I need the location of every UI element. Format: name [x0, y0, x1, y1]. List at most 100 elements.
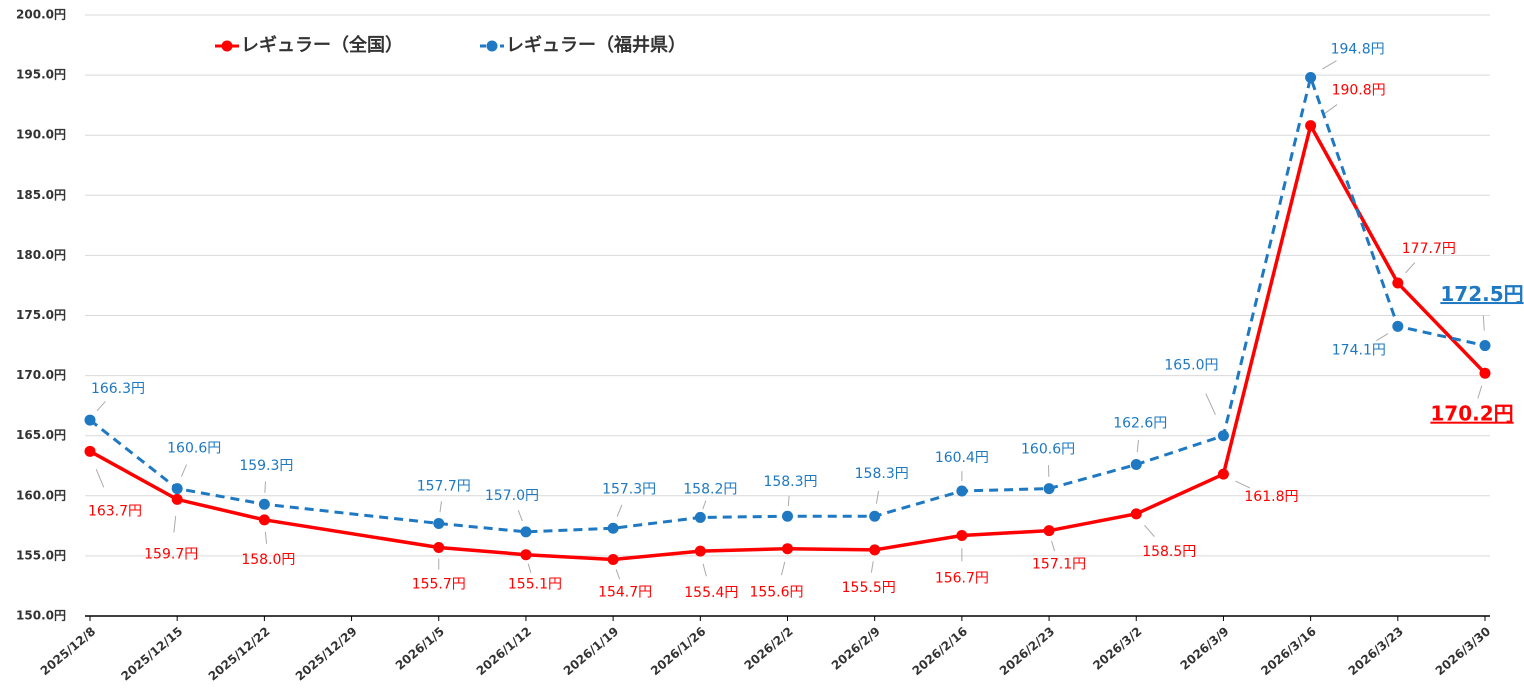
data-label: 166.3円 [91, 381, 145, 397]
data-label: 157.7円 [417, 478, 471, 494]
data-label: 160.4円 [935, 450, 989, 466]
data-label: 155.1円 [508, 577, 562, 593]
leader-line [615, 569, 621, 580]
data-point [694, 545, 706, 557]
y-tick-label: 200.0円 [16, 8, 66, 22]
data-label: 190.8円 [1332, 83, 1386, 99]
data-point [869, 510, 881, 522]
data-point [1043, 525, 1055, 537]
data-point [782, 510, 793, 522]
data-point [694, 511, 706, 523]
data-label: 174.1円 [1332, 342, 1386, 358]
leader-line [780, 561, 786, 576]
data-point [1392, 320, 1404, 332]
leader-line [1477, 385, 1483, 399]
data-label: 157.0円 [485, 488, 539, 504]
data-label: 157.3円 [602, 481, 656, 497]
data-point [1043, 483, 1055, 495]
data-point [1479, 340, 1491, 352]
leader-line [1405, 262, 1416, 274]
x-tick-label: 2026/2/23 [997, 624, 1057, 678]
data-label: 162.6円 [1113, 416, 1167, 432]
leader-line [173, 515, 177, 533]
data-point [1130, 459, 1142, 471]
y-tick-label: 180.0円 [16, 248, 66, 262]
leader-line [1205, 393, 1216, 415]
data-label: 155.6円 [749, 585, 803, 601]
leader-line [875, 490, 880, 504]
x-tick-label: 2026/3/9 [1178, 624, 1232, 673]
data-point [607, 554, 619, 566]
x-tick-label: 2026/1/26 [648, 624, 708, 678]
x-tick-label: 2025/12/15 [118, 624, 185, 683]
data-point [1392, 277, 1404, 289]
leader-line [439, 501, 442, 513]
data-label: 159.3円 [239, 458, 293, 474]
x-tick-label: 2025/12/8 [38, 624, 98, 678]
data-label: 155.7円 [412, 576, 466, 592]
leader-line [1136, 439, 1139, 453]
leader-line [264, 481, 266, 493]
data-label: 177.7円 [1402, 241, 1456, 257]
data-point [171, 493, 183, 505]
data-point [1479, 367, 1491, 379]
leader-line [95, 469, 105, 488]
series-line [89, 72, 1486, 534]
leader-line [616, 504, 623, 517]
data-point [1305, 120, 1317, 132]
leader-line [517, 510, 523, 522]
data-label: 158.5円 [1142, 544, 1196, 560]
legend-marker [221, 40, 233, 52]
data-label: 158.3円 [855, 466, 909, 482]
leader-line [1322, 60, 1337, 70]
x-tick-label: 2026/3/23 [1345, 624, 1405, 678]
data-label: 158.2円 [683, 481, 737, 497]
data-point [1130, 508, 1142, 520]
data-label: 155.4円 [684, 585, 738, 601]
x-tick-label: 2025/12/22 [206, 624, 273, 683]
data-point [258, 514, 270, 526]
data-label: 156.7円 [935, 570, 989, 586]
data-point [607, 522, 619, 534]
x-tick-label: 2026/3/30 [1433, 624, 1493, 678]
leader-line [1144, 524, 1155, 537]
data-label: 172.5円 [1440, 282, 1523, 306]
y-tick-label: 155.0円 [16, 548, 66, 562]
leader-line [96, 401, 106, 412]
data-point [520, 549, 532, 561]
data-label: 160.6円 [167, 441, 221, 457]
data-label: 155.5円 [842, 580, 896, 596]
y-tick-label: 185.0円 [16, 188, 66, 202]
leader-line [180, 464, 187, 477]
data-point [433, 541, 445, 553]
legend-marker [486, 40, 498, 52]
data-point [258, 498, 270, 510]
data-label: 157.1円 [1032, 557, 1086, 573]
x-tick-label: 2026/3/16 [1258, 624, 1318, 678]
data-label: 154.7円 [598, 585, 652, 601]
data-label: 159.7円 [144, 546, 198, 562]
x-tick-label: 2026/1/12 [474, 624, 534, 678]
leader-line [870, 561, 874, 573]
data-point [1217, 430, 1229, 442]
y-tick-label: 165.0円 [16, 428, 66, 442]
data-point [433, 517, 445, 529]
y-tick-label: 195.0円 [16, 68, 66, 82]
data-label: 160.6円 [1021, 442, 1075, 458]
leader-line [527, 563, 532, 573]
legend-label: レギュラー（福井県） [506, 34, 686, 56]
y-tick-label: 170.0円 [16, 368, 66, 382]
x-tick-label: 2026/3/2 [1090, 624, 1144, 673]
data-point [171, 483, 183, 495]
data-label: 194.8円 [1331, 42, 1385, 58]
leader-line [264, 531, 268, 544]
data-point [782, 543, 793, 555]
x-tick-label: 2025/12/29 [293, 624, 360, 683]
leader-line [1051, 540, 1056, 552]
data-point [1305, 72, 1317, 84]
y-tick-label: 160.0円 [16, 488, 66, 502]
data-point [869, 544, 881, 556]
y-tick-label: 150.0円 [16, 609, 66, 623]
data-point [84, 414, 96, 426]
